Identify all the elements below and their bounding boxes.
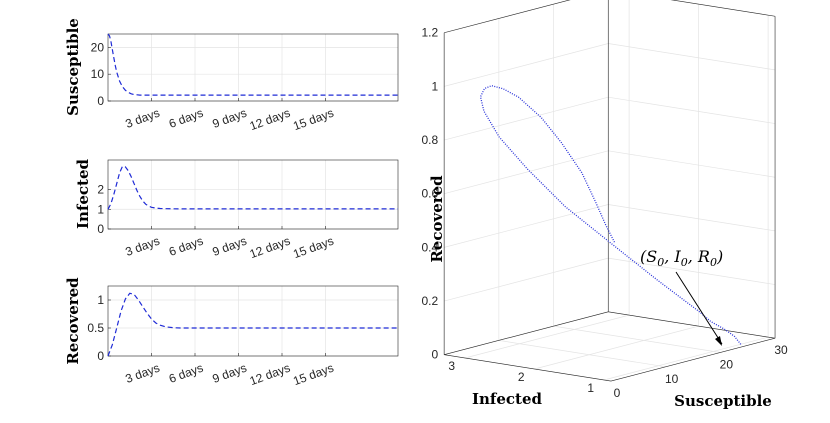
infected-ylabel: Infected bbox=[74, 158, 92, 229]
xaxis-tick-label-3: 30 bbox=[774, 343, 788, 357]
xaxis-tick-label-1: 10 bbox=[665, 372, 679, 386]
axis-s-edge bbox=[610, 337, 776, 382]
infected-ytick-label-0: 0 bbox=[97, 222, 104, 236]
box-floor-back-1 bbox=[444, 311, 609, 355]
zaxis-tick-label-6: 1.2 bbox=[421, 26, 438, 40]
phase-3d-ylabel: Infected bbox=[472, 390, 543, 408]
susceptible-ytick-label-2: 20 bbox=[91, 40, 105, 54]
floor-igrid-1 bbox=[534, 325, 699, 370]
zaxis-tick-label-2: 0.4 bbox=[421, 240, 438, 254]
susceptible-ylabel: Susceptible bbox=[64, 18, 82, 116]
wall-s-rgrid-4 bbox=[608, 96, 776, 124]
wall-s-rgrid-3 bbox=[608, 150, 776, 178]
recovered-ytick-label-0: 0 bbox=[97, 349, 104, 363]
wall-i-rgrid-4 bbox=[444, 96, 609, 141]
infected-axes-box bbox=[107, 159, 399, 230]
zaxis-tick-label-4: 0.8 bbox=[421, 133, 438, 147]
zaxis-tick-label-3: 0.6 bbox=[421, 187, 438, 201]
floor-sgrid-1 bbox=[498, 340, 666, 368]
wall-s-rgrid-5 bbox=[608, 43, 776, 71]
recovered-series-line bbox=[107, 292, 398, 357]
wall-s-rgrid-2 bbox=[608, 204, 776, 232]
susceptible-series-line bbox=[107, 33, 398, 96]
xaxis-tick-label-0: 0 bbox=[614, 386, 621, 400]
annotation-arrow-line bbox=[675, 271, 723, 345]
box-top-edge-1 bbox=[444, 0, 571, 34]
recovered-ytick-label-1: 0.5 bbox=[87, 321, 104, 335]
floor-igrid-2 bbox=[464, 314, 630, 359]
xaxis-tick-label-2: 20 bbox=[720, 358, 734, 372]
zaxis-tick-label-5: 1 bbox=[431, 79, 438, 93]
phase-3d-xlabel: Susceptible bbox=[674, 392, 772, 410]
wall-i-rgrid-2 bbox=[444, 204, 609, 248]
susceptible-ytick-label-1: 10 bbox=[91, 67, 105, 81]
phase-3d-ticks: 0 0.2 0.4 0.6 0.8 1 1.2 0 10 20 30 1 2 3 bbox=[421, 26, 788, 400]
infected-ytick-label-2: 2 bbox=[97, 183, 104, 197]
phase-3d-zlabel: Recovered bbox=[428, 175, 446, 263]
infected-ytick-label-1: 1 bbox=[97, 202, 104, 216]
wall-i-rgrid-1 bbox=[444, 257, 609, 302]
annotation-arrow-head bbox=[715, 336, 722, 346]
zaxis-tick-label-0: 0 bbox=[431, 348, 438, 362]
box-top-edge-2 bbox=[670, 0, 776, 17]
recovered-axes-box bbox=[107, 285, 399, 357]
wall-s-rgrid-1 bbox=[608, 257, 776, 285]
infected-series-line bbox=[107, 165, 398, 210]
phase-3d-axes bbox=[443, 0, 776, 382]
wall-i-rgrid-3 bbox=[444, 150, 609, 195]
zaxis-tick-label-1: 0.2 bbox=[421, 294, 438, 308]
susceptible-axes-box bbox=[107, 33, 399, 102]
box-floor-back-2 bbox=[608, 311, 776, 339]
phase-3d-panel: 0 0.2 0.4 0.6 0.8 1 1.2 0 10 20 30 1 2 3 Recovered In… bbox=[421, 0, 788, 410]
susceptible-ytick-label-0: 0 bbox=[97, 94, 104, 108]
recovered-ylabel: Recovered bbox=[64, 277, 82, 365]
yaxis-tick-label-1: 2 bbox=[518, 370, 525, 384]
floor-sgrid-2 bbox=[553, 325, 721, 353]
recovered-ytick-label-2: 1 bbox=[97, 293, 104, 307]
wall-i-rgrid-5 bbox=[444, 43, 609, 87]
yaxis-tick-label-2: 3 bbox=[448, 359, 455, 373]
axis-i-edge bbox=[444, 354, 611, 382]
yaxis-tick-label-0: 1 bbox=[587, 381, 594, 395]
